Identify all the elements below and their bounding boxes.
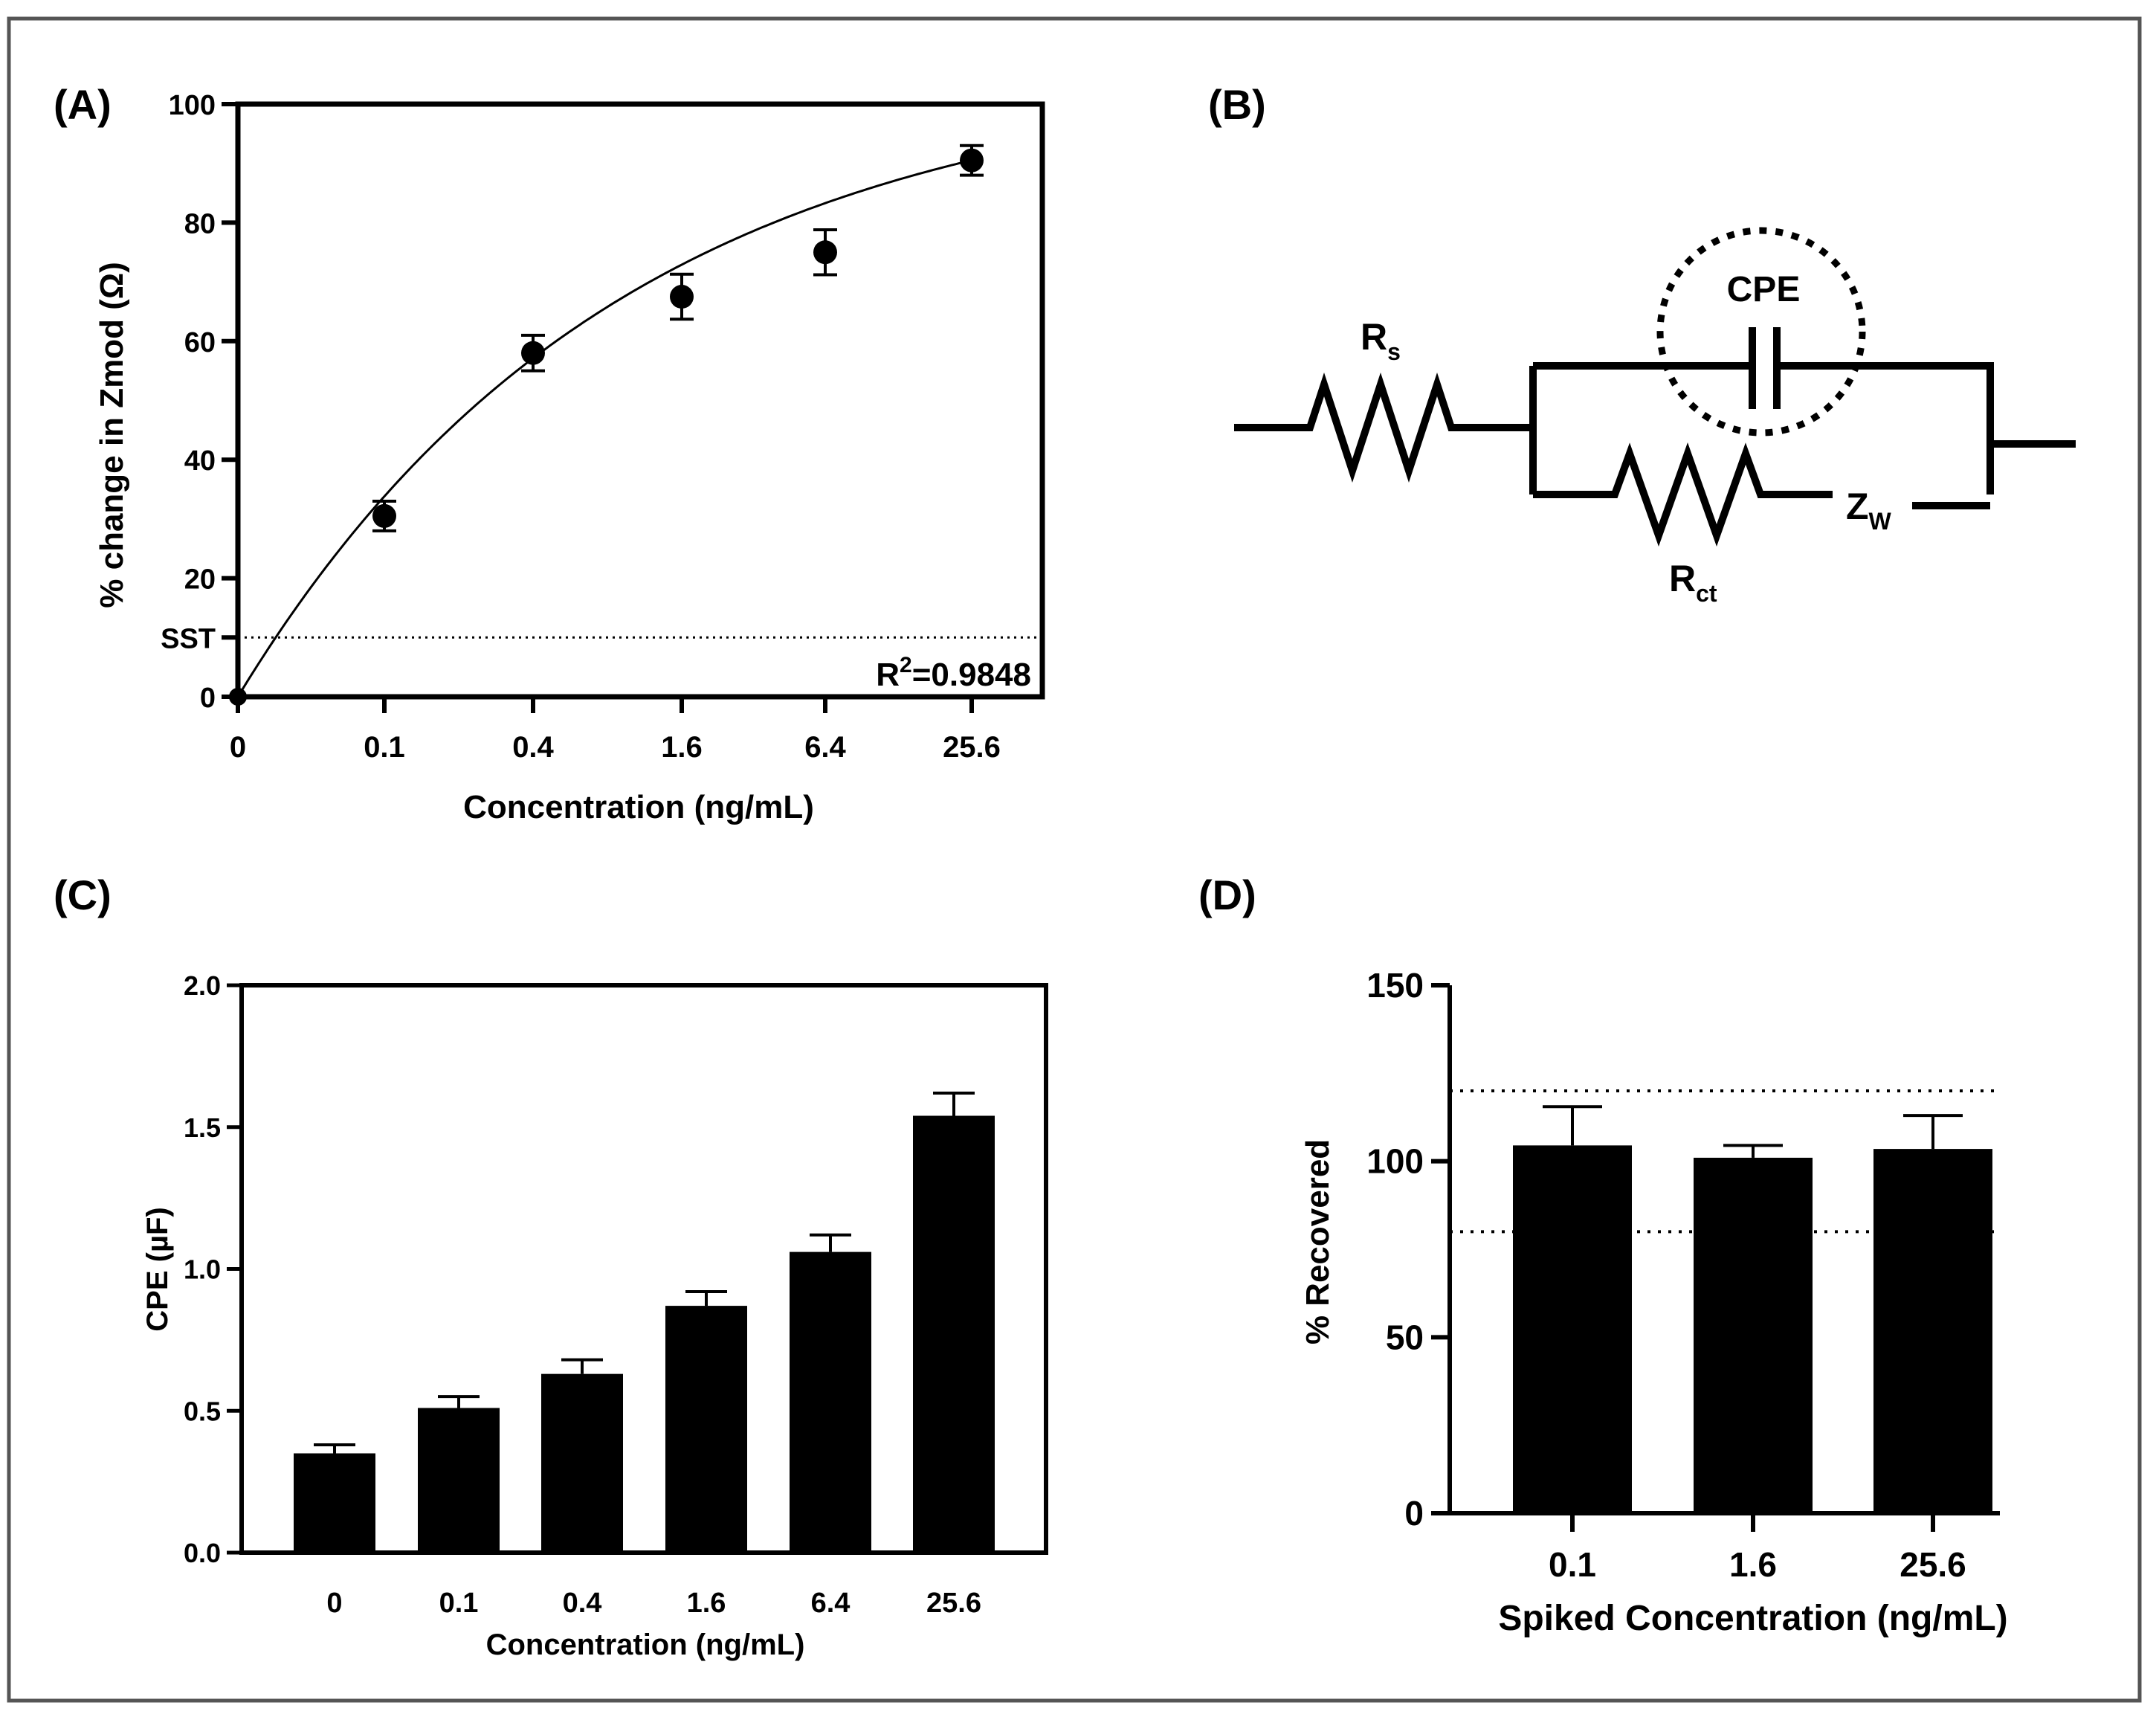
rs-resistor bbox=[1234, 372, 1533, 483]
rct-label: Rct bbox=[1669, 558, 1717, 607]
panel-a-data-point bbox=[670, 285, 694, 309]
panel-a-data-point bbox=[813, 240, 837, 265]
panel-a-x-axis-label: Concentration (ng/mL) bbox=[463, 789, 814, 825]
panel-a-threshold-label: SST bbox=[161, 623, 216, 654]
panel-c-bar bbox=[790, 1251, 871, 1553]
cpe-label: CPE bbox=[1727, 270, 1801, 309]
panel-a-r-squared: R2=0.9848 bbox=[876, 653, 1031, 693]
panel-a-y-tick-label: 0 bbox=[200, 683, 216, 714]
panel-d-x-axis-label: Spiked Concentration (ng/mL) bbox=[1498, 1599, 2007, 1638]
panel-d-x-tick-label: 25.6 bbox=[1900, 1545, 1966, 1584]
cpe-dotted-circle bbox=[1656, 227, 1866, 436]
panel-c-y-tick-label: 1.0 bbox=[184, 1254, 221, 1285]
panel-d-y-tick-label: 100 bbox=[1366, 1142, 1424, 1181]
panel-c-x-tick-label: 1.6 bbox=[687, 1588, 726, 1619]
panel-a: (A) % change in Zmod (Ω) Concentration (… bbox=[54, 81, 1045, 825]
panel-d-bar bbox=[1513, 1145, 1632, 1513]
panel-d-x-tick-label: 0.1 bbox=[1549, 1545, 1596, 1584]
panel-c-y-tick-label: 1.5 bbox=[184, 1112, 221, 1143]
panel-a-x-tick-label: 0.1 bbox=[364, 731, 405, 764]
panel-c-bar bbox=[913, 1115, 995, 1553]
zw-label: ZW bbox=[1846, 486, 1892, 535]
panel-c-y-tick-label: 0.5 bbox=[184, 1396, 221, 1426]
panel-d-label: (D) bbox=[1198, 872, 1256, 918]
panel-c-x-tick-label: 0 bbox=[326, 1588, 342, 1619]
panel-d-y-tick-label: 150 bbox=[1366, 966, 1424, 1005]
panel-a-x-tick-label: 0 bbox=[230, 731, 246, 764]
panel-a-x-tick-label: 0.4 bbox=[512, 731, 554, 764]
panel-a-x-tick-label: 1.6 bbox=[661, 731, 703, 764]
panel-c-label: (C) bbox=[54, 872, 112, 918]
panel-d-y-tick-label: 0 bbox=[1404, 1494, 1424, 1533]
panel-a-label: (A) bbox=[54, 81, 112, 128]
panel-b-label: (B) bbox=[1208, 81, 1266, 128]
panel-d-x-tick-label: 1.6 bbox=[1729, 1545, 1777, 1584]
rct-resistor bbox=[1533, 442, 1833, 547]
panel-a-data-point bbox=[521, 341, 545, 365]
panel-a-x-tick-label: 25.6 bbox=[943, 731, 1001, 764]
panel-c-y-tick-label: 0.0 bbox=[184, 1538, 221, 1568]
panel-a-y-axis-label: % change in Zmod (Ω) bbox=[94, 262, 130, 608]
panel-a-fit-curve bbox=[236, 159, 971, 697]
panel-c-bar bbox=[541, 1373, 623, 1553]
panel-c-x-axis-label: Concentration (ng/mL) bbox=[486, 1628, 805, 1661]
panel-d-y-tick-label: 50 bbox=[1386, 1318, 1424, 1356]
panel-a-data-point bbox=[960, 148, 984, 173]
panel-b: (B) Rs CPE Rct ZW bbox=[1208, 81, 2076, 607]
panel-d-bar bbox=[1873, 1149, 1992, 1513]
cpe-top-wire-right bbox=[1777, 362, 1994, 494]
panel-a-y-tick-label: 100 bbox=[169, 90, 216, 121]
panel-c-x-tick-label: 0.1 bbox=[439, 1588, 479, 1619]
panel-c-bar bbox=[418, 1408, 500, 1553]
panel-a-data-point bbox=[372, 503, 396, 528]
panel-d-y-axis-label: % Recovered bbox=[1300, 1139, 1336, 1344]
panel-c-bar bbox=[665, 1306, 747, 1553]
panel-a-plot-frame bbox=[235, 101, 1045, 700]
panel-c-y-axis-label: CPE (µF) bbox=[141, 1207, 174, 1331]
panel-c-y-tick-label: 2.0 bbox=[184, 970, 221, 1001]
panel-c-x-tick-label: 6.4 bbox=[811, 1588, 851, 1619]
panel-a-y-tick-label: 80 bbox=[184, 208, 216, 239]
panel-c-x-tick-label: 25.6 bbox=[926, 1588, 981, 1619]
panel-a-y-tick-label: 60 bbox=[184, 327, 216, 358]
figure-border bbox=[7, 16, 2142, 1703]
panel-a-data-point bbox=[229, 688, 247, 706]
panel-c-bar bbox=[294, 1453, 375, 1553]
panel-d-bar bbox=[1694, 1157, 1813, 1513]
panel-c-x-tick-label: 0.4 bbox=[563, 1588, 602, 1619]
panel-a-x-tick-label: 6.4 bbox=[804, 731, 846, 764]
panel-a-y-tick-label: 40 bbox=[184, 445, 216, 477]
rs-label: Rs bbox=[1361, 316, 1401, 365]
panel-c: (C) CPE (µF) Concentration (ng/mL) 0.0 0.… bbox=[54, 872, 1048, 1661]
panel-a-y-tick-label: 20 bbox=[184, 564, 216, 596]
panel-d: (D) % Recovered Spiked Concentration (ng… bbox=[1198, 872, 2008, 1638]
